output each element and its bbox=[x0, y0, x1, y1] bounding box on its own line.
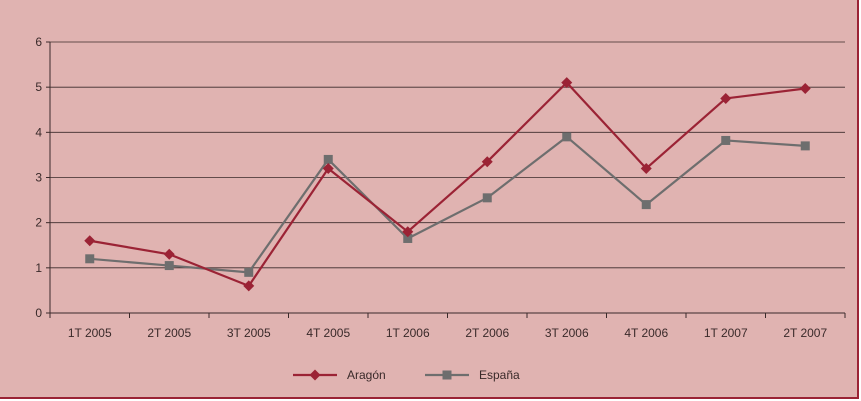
series-line-espana bbox=[89, 135, 806, 274]
data-point-aragon bbox=[243, 280, 255, 292]
data-point-aragon bbox=[720, 92, 732, 104]
data-point-aragon bbox=[322, 162, 334, 174]
y-tick-label: 2 bbox=[35, 216, 42, 230]
legend-label-aragon: Aragón bbox=[347, 368, 386, 382]
x-tick-label: 4T 2006 bbox=[624, 326, 668, 340]
y-tick-label: 4 bbox=[35, 125, 42, 139]
data-point-espana bbox=[403, 233, 413, 243]
legend-label-espana: España bbox=[479, 368, 520, 382]
data-point-aragon bbox=[640, 162, 652, 174]
gridlines bbox=[50, 41, 845, 269]
data-point-espana bbox=[244, 267, 254, 277]
y-tick-label: 5 bbox=[35, 80, 42, 94]
x-tick-label: 1T 2005 bbox=[68, 326, 112, 340]
data-point-espana bbox=[562, 132, 572, 142]
data-point-aragon bbox=[481, 156, 493, 168]
data-point-espana bbox=[482, 193, 492, 203]
data-point-aragon bbox=[402, 226, 414, 238]
y-tick-label: 0 bbox=[35, 306, 42, 320]
data-point-espana bbox=[800, 141, 810, 151]
legend-marker-aragon bbox=[309, 369, 321, 381]
x-tick-label: 3T 2005 bbox=[227, 326, 271, 340]
data-point-espana bbox=[164, 261, 174, 271]
data-point-espana bbox=[85, 254, 95, 264]
legend: Aragón España bbox=[293, 368, 520, 382]
series-line-aragon bbox=[89, 81, 806, 287]
x-tick-label: 3T 2006 bbox=[545, 326, 589, 340]
x-tick-label: 2T 2007 bbox=[783, 326, 827, 340]
x-tick-label: 1T 2007 bbox=[704, 326, 748, 340]
data-point-aragon bbox=[84, 235, 96, 247]
data-point-espana bbox=[323, 154, 333, 164]
x-tick-label: 2T 2006 bbox=[465, 326, 509, 340]
data-point-espana bbox=[721, 135, 731, 145]
data-point-aragon bbox=[163, 248, 175, 260]
x-tick-label: 4T 2005 bbox=[306, 326, 350, 340]
y-tick-label: 1 bbox=[35, 261, 42, 275]
legend-marker-espana bbox=[442, 370, 452, 380]
data-point-aragon bbox=[799, 83, 811, 95]
y-tick-label: 3 bbox=[35, 171, 42, 185]
data-point-aragon bbox=[561, 77, 573, 89]
y-tick-label: 6 bbox=[35, 35, 42, 49]
x-tick-label: 1T 2006 bbox=[386, 326, 430, 340]
data-point-espana bbox=[641, 200, 651, 210]
x-tick-label: 2T 2005 bbox=[147, 326, 191, 340]
axes: 0 1 2 3 4 5 6 1T 2005 2T 2005 3T 2005 4T 2005 1T 20… bbox=[35, 35, 846, 340]
series-lines bbox=[84, 77, 811, 292]
